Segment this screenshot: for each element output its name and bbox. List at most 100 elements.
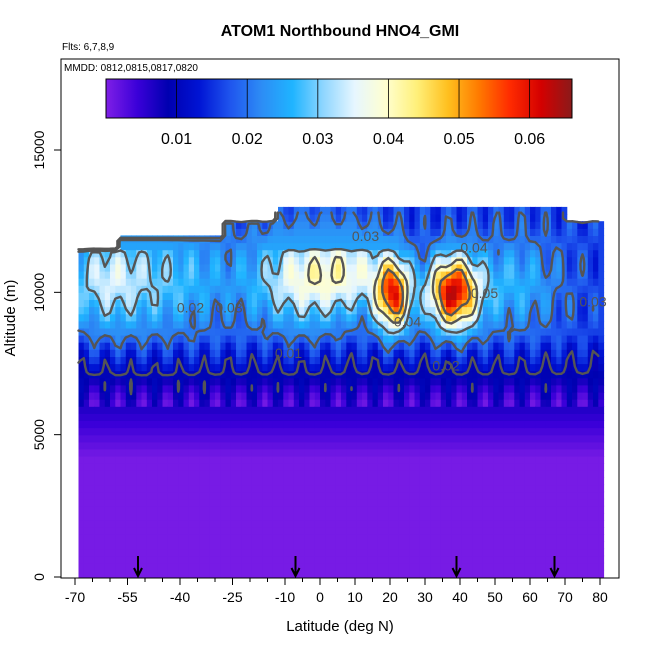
heatmap-cell <box>267 562 274 571</box>
heatmap-cell <box>488 427 494 436</box>
heatmap-cell <box>272 569 279 578</box>
heatmap-cell <box>383 349 389 357</box>
heatmap-cell <box>314 271 321 279</box>
heatmap-cell <box>409 228 416 236</box>
heatmap-cell <box>356 370 363 379</box>
heatmap-cell <box>173 399 179 407</box>
heatmap-cell <box>241 484 248 493</box>
heatmap-cell <box>157 448 164 457</box>
heatmap-cell <box>398 206 405 215</box>
heatmap-cell <box>83 384 90 393</box>
heatmap-cell <box>477 477 484 486</box>
heatmap-cell <box>388 335 395 343</box>
heatmap-cell <box>89 335 95 343</box>
heatmap-cell <box>320 569 326 578</box>
heatmap-cell <box>94 313 101 322</box>
heatmap-cell <box>131 470 137 478</box>
heatmap-cell <box>377 292 384 300</box>
heatmap-cell <box>540 392 547 400</box>
heatmap-cell <box>309 406 316 414</box>
heatmap-cell <box>566 384 573 393</box>
heatmap-cell <box>110 505 116 514</box>
heatmap-cell <box>346 292 353 300</box>
heatmap-cell <box>299 249 305 258</box>
heatmap-cell <box>477 214 484 222</box>
heatmap-cell <box>194 278 200 286</box>
heatmap-cell <box>561 370 568 379</box>
heatmap-cell <box>209 427 216 436</box>
heatmap-cell <box>173 463 179 471</box>
heatmap-cell <box>220 548 227 557</box>
heatmap-cell <box>514 235 521 244</box>
heatmap-cell <box>398 484 405 493</box>
heatmap-cell <box>425 206 431 215</box>
heatmap-cell <box>199 541 206 550</box>
heatmap-cell <box>577 562 584 571</box>
heatmap-cell <box>136 527 143 535</box>
heatmap-cell <box>157 377 164 386</box>
heatmap-cell <box>430 271 437 279</box>
heatmap-cell <box>99 527 106 535</box>
heatmap-cell <box>346 335 353 343</box>
heatmap-cell <box>482 249 489 258</box>
heatmap-cell <box>194 534 200 542</box>
heatmap-cell <box>388 271 395 279</box>
heatmap-cell <box>236 221 242 229</box>
heatmap-cell <box>320 448 326 457</box>
heatmap-cell <box>404 477 410 486</box>
heatmap-cell <box>314 320 321 329</box>
heatmap-cell <box>341 463 347 471</box>
heatmap-cell <box>572 228 578 236</box>
heatmap-cell <box>493 456 500 464</box>
heatmap-cell <box>241 527 248 535</box>
heatmap-cell <box>430 534 437 542</box>
heatmap-cell <box>173 335 179 343</box>
heatmap-cell <box>577 456 584 464</box>
heatmap-cell <box>325 327 332 336</box>
heatmap-cell <box>141 356 148 365</box>
heatmap-cell <box>477 491 484 500</box>
heatmap-cell <box>341 306 347 315</box>
heatmap-cell <box>251 327 258 336</box>
heatmap-cell <box>183 356 190 365</box>
heatmap-cell <box>440 392 447 400</box>
heatmap-cell <box>367 520 374 528</box>
heatmap-cell <box>241 534 248 542</box>
heatmap-cell <box>545 242 552 251</box>
heatmap-cell <box>498 555 505 564</box>
heatmap-cell <box>278 377 284 386</box>
heatmap-cell <box>293 349 300 357</box>
heatmap-cell <box>551 285 557 293</box>
heatmap-cell <box>566 484 573 493</box>
heatmap-cell <box>435 513 442 521</box>
heatmap-cell <box>377 548 384 557</box>
heatmap-cell <box>173 320 179 329</box>
heatmap-cell <box>519 413 526 421</box>
heatmap-cell <box>582 427 589 436</box>
heatmap-cell <box>293 356 300 365</box>
heatmap-cell <box>493 463 500 471</box>
heatmap-cell <box>157 527 164 535</box>
heatmap-cell <box>456 384 463 393</box>
heatmap-cell <box>162 413 169 421</box>
heatmap-cell <box>241 356 248 365</box>
heatmap-cell <box>577 463 584 471</box>
heatmap-cell <box>136 427 143 436</box>
heatmap-cell <box>503 470 510 478</box>
heatmap-cell <box>94 363 101 372</box>
heatmap-cell <box>330 242 337 251</box>
heatmap-cell <box>94 299 101 308</box>
heatmap-cell <box>99 441 106 450</box>
heatmap-cell <box>125 527 132 535</box>
heatmap-cell <box>372 271 379 279</box>
heatmap-cell <box>215 306 221 315</box>
heatmap-cell <box>388 363 395 372</box>
heatmap-cell <box>236 441 242 450</box>
heatmap-cell <box>498 399 505 407</box>
heatmap-cell <box>409 456 416 464</box>
heatmap-cell <box>566 228 573 236</box>
heatmap-cell <box>230 484 237 493</box>
heatmap-cell <box>556 484 563 493</box>
heatmap-cell <box>341 285 347 293</box>
heatmap-cell <box>220 527 227 535</box>
